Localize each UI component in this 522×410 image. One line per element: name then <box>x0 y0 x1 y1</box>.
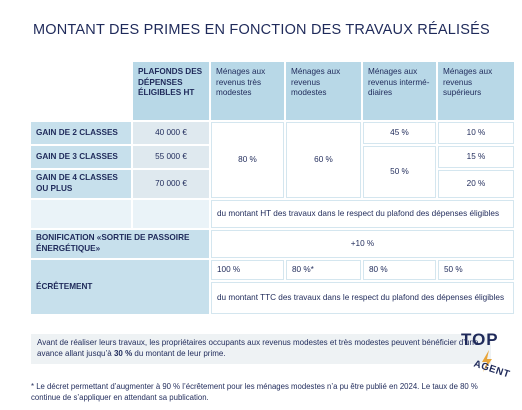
logo-text: TOP <box>461 330 499 349</box>
title: MONTANT DES PRIMES EN FONCTION DES TRAVA… <box>33 22 490 38</box>
value-cell: 80 % <box>363 260 436 280</box>
value-cell: 50 % <box>438 260 514 280</box>
row: du montant HT des travaux dans le respec… <box>31 200 514 228</box>
row: GAIN DE 4 CLASSES OU PLUS 70 000 € 20 % <box>31 170 514 198</box>
text: du montant de leur prime. <box>132 348 226 358</box>
value-cell: 10 % <box>438 122 514 144</box>
logo: TOP AGENT <box>455 330 517 386</box>
plafond: 70 000 € <box>133 170 209 198</box>
note-cell: du montant TTC des travaux dans le respe… <box>211 282 514 314</box>
value-cell: 60 % <box>286 122 361 198</box>
header-cell: Ménages aux revenus supérieurs <box>438 62 514 120</box>
header-row: PLAFONDS DES DÉPENSES ÉLIGIBLES HT Ménag… <box>31 62 514 120</box>
value-cell: 80 %* <box>286 260 361 280</box>
prime-table: PLAFONDS DES DÉPENSES ÉLIGIBLES HT Ménag… <box>29 60 516 316</box>
value-cell: 50 % <box>363 146 436 198</box>
value-cell: 20 % <box>438 170 514 198</box>
row: GAIN DE 3 CLASSES 55 000 € 50 % 15 % <box>31 146 514 198</box>
empty-cell <box>133 200 209 228</box>
row: GAIN DE 2 CLASSES 40 000 € 80 % 60 % 45 … <box>31 122 514 198</box>
row-label: ÉCRÊTEMENT <box>31 260 209 314</box>
row-label: GAIN DE 2 CLASSES <box>31 122 131 144</box>
row: BONIFICATION «SORTIE DE PASSOIRE ÉNERGÉT… <box>31 230 514 258</box>
header-cell: Ménages aux revenus très modestes <box>211 62 284 120</box>
value-cell: 100 % <box>211 260 284 280</box>
row-label: GAIN DE 3 CLASSES <box>31 146 131 168</box>
value-cell: 45 % <box>363 122 436 144</box>
text: Avant de réaliser leurs travaux, les pro… <box>37 338 479 358</box>
row-label: GAIN DE 4 CLASSES OU PLUS <box>31 170 131 198</box>
row-label: BONIFICATION «SORTIE DE PASSOIRE ÉNERGÉT… <box>31 230 209 258</box>
value-cell: 80 % <box>211 122 284 198</box>
header-cell: Ménages aux revenus modestes <box>286 62 361 120</box>
plafond: 55 000 € <box>133 146 209 168</box>
value-cell: 15 % <box>438 146 514 168</box>
note-cell: du montant HT des travaux dans le respec… <box>211 200 514 228</box>
logo-bolt <box>482 350 492 372</box>
empty-cell <box>31 200 131 228</box>
row: du montant TTC des travaux dans le respe… <box>31 282 514 314</box>
header-cell: Ménages aux revenus intermé-diaires <box>363 62 436 120</box>
row: ÉCRÊTEMENT 100 % 80 %* 80 % 50 % <box>31 260 514 314</box>
bold-text: 30 % <box>113 348 133 358</box>
plafond: 40 000 € <box>133 122 209 144</box>
avance-note: Avant de réaliser leurs travaux, les pro… <box>31 334 491 364</box>
value-cell: +10 % <box>211 230 514 258</box>
empty-cell <box>31 62 131 120</box>
footnote: * Le décret permettant d’augmenter à 90 … <box>31 382 478 402</box>
header-cell: PLAFONDS DES DÉPENSES ÉLIGIBLES HT <box>133 62 209 120</box>
